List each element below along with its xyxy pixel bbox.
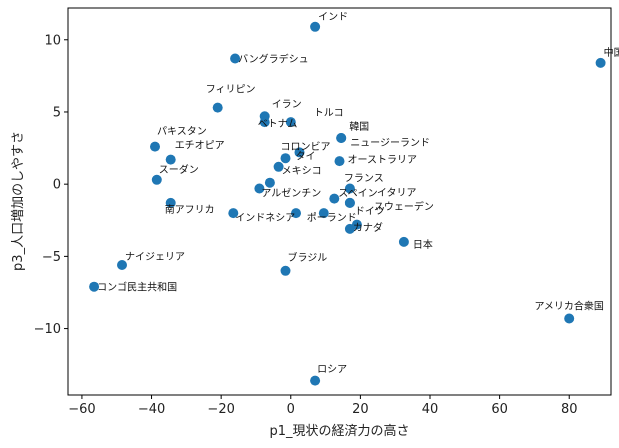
point-label: コンゴ民主共和国: [97, 281, 177, 294]
point-label: エチオピア: [175, 140, 225, 152]
data-point: [310, 21, 321, 32]
point-label: バングラデシュ: [238, 53, 309, 66]
point-label: コロンビア: [281, 141, 331, 153]
data-point: [254, 183, 265, 194]
x-tick-label: 0: [287, 402, 295, 417]
point-label: トルコ: [314, 108, 344, 119]
point-label: アメリカ合衆国: [534, 300, 604, 313]
point-label: パキスタン: [157, 126, 207, 138]
data-point: [564, 313, 575, 324]
data-point: [344, 183, 355, 194]
point-label: メキシコ: [282, 166, 322, 177]
point-label: ポーランド: [307, 212, 357, 224]
data-point: [344, 223, 355, 234]
x-tick-label: −20: [207, 402, 234, 417]
data-point: [344, 197, 355, 208]
x-axis: −60 −40 −20 0 20 40 60 80: [68, 395, 578, 417]
point-label: 韓国: [349, 121, 369, 133]
point-label: スペイン: [338, 189, 377, 200]
data-point: [318, 208, 329, 219]
point-label: 南アフリカ: [165, 203, 215, 216]
x-tick-label: −40: [138, 402, 165, 417]
point-label: カナダ: [353, 221, 383, 234]
data-point: [89, 281, 100, 292]
point-label: フィリピン: [206, 84, 256, 96]
point-label: ブラジル: [288, 251, 328, 264]
x-tick-label: 20: [352, 402, 369, 417]
y-tick-label: 10: [44, 33, 61, 48]
data-point: [117, 260, 127, 270]
point-label: ナイジェリア: [125, 251, 185, 263]
x-tick-label: 80: [561, 402, 578, 417]
data-point: [212, 102, 223, 113]
x-tick-label: −60: [68, 402, 95, 417]
data-point: [334, 156, 345, 167]
point-label: ロシア: [317, 365, 347, 376]
data-point: [230, 53, 241, 64]
data-point: [165, 197, 176, 208]
y-tick-label: 0: [53, 178, 61, 193]
plot-background: [68, 8, 611, 395]
data-point: [336, 133, 347, 143]
point-label: スーダン: [159, 163, 199, 176]
y-tick-label: −10: [34, 322, 61, 337]
x-tick-label: 40: [422, 402, 439, 417]
point-label: イタリア: [377, 187, 417, 199]
point-label: ベトナム: [258, 118, 298, 130]
y-axis: −10 −5 0 5 10: [34, 33, 68, 337]
point-label: オーストラリア: [348, 154, 418, 166]
point-label: アルゼンチン: [261, 188, 321, 200]
data-point: [595, 57, 606, 68]
point-label: インド: [318, 12, 348, 23]
points-layer: [89, 21, 606, 386]
data-point: [291, 208, 301, 219]
x-tick-label: 60: [491, 402, 508, 417]
data-point: [310, 375, 321, 386]
x-axis-title: p1_現状の経済力の高さ: [269, 423, 409, 439]
data-point: [280, 265, 291, 276]
point-label: インドネシア: [235, 212, 295, 224]
data-point: [150, 141, 160, 152]
point-label: スウェーデン: [374, 200, 434, 213]
data-point: [280, 153, 291, 164]
y-tick-label: −5: [42, 250, 61, 265]
data-point: [151, 174, 162, 185]
point-label: 日本: [413, 238, 433, 251]
data-point: [264, 177, 275, 188]
data-point: [294, 147, 305, 158]
point-label: ニュージーランド: [350, 137, 430, 149]
point-label: ドイツ: [355, 207, 385, 218]
data-point: [273, 161, 284, 172]
y-axis-title: p3_人口増加のしやすさ: [11, 131, 26, 271]
point-label: タイ: [296, 150, 316, 162]
point-label: イラン: [272, 98, 302, 110]
data-point: [165, 154, 176, 165]
y-tick-label: 5: [53, 105, 61, 120]
plot-frame: [67, 7, 612, 396]
labels-layer: インド中国バングラデシュフィリピンイランベトナムトルコ韓国ニュージーランドパキス…: [97, 12, 619, 376]
data-point: [228, 208, 239, 219]
point-label: フランス: [344, 173, 384, 185]
data-point: [329, 193, 340, 204]
data-point: [259, 117, 270, 128]
data-point: [398, 236, 409, 247]
data-point: [285, 117, 296, 128]
